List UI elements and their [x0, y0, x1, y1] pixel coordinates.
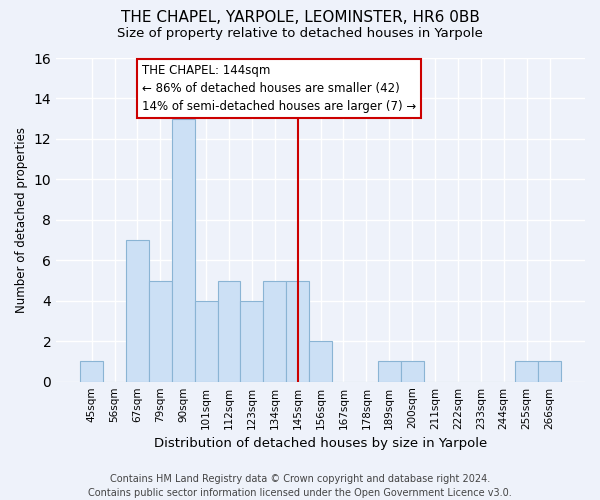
- Bar: [218, 280, 241, 382]
- Text: THE CHAPEL: 144sqm
← 86% of detached houses are smaller (42)
14% of semi-detache: THE CHAPEL: 144sqm ← 86% of detached hou…: [142, 64, 416, 113]
- Bar: [172, 118, 194, 382]
- Bar: [515, 362, 538, 382]
- Bar: [80, 362, 103, 382]
- Text: THE CHAPEL, YARPOLE, LEOMINSTER, HR6 0BB: THE CHAPEL, YARPOLE, LEOMINSTER, HR6 0BB: [121, 10, 479, 25]
- Text: Size of property relative to detached houses in Yarpole: Size of property relative to detached ho…: [117, 28, 483, 40]
- Bar: [401, 362, 424, 382]
- Bar: [126, 240, 149, 382]
- Bar: [194, 301, 218, 382]
- Bar: [263, 280, 286, 382]
- Bar: [241, 301, 263, 382]
- Bar: [378, 362, 401, 382]
- Bar: [309, 341, 332, 382]
- Text: Contains HM Land Registry data © Crown copyright and database right 2024.
Contai: Contains HM Land Registry data © Crown c…: [88, 474, 512, 498]
- Bar: [149, 280, 172, 382]
- Bar: [286, 280, 309, 382]
- Bar: [538, 362, 561, 382]
- Y-axis label: Number of detached properties: Number of detached properties: [15, 127, 28, 313]
- X-axis label: Distribution of detached houses by size in Yarpole: Distribution of detached houses by size …: [154, 437, 487, 450]
